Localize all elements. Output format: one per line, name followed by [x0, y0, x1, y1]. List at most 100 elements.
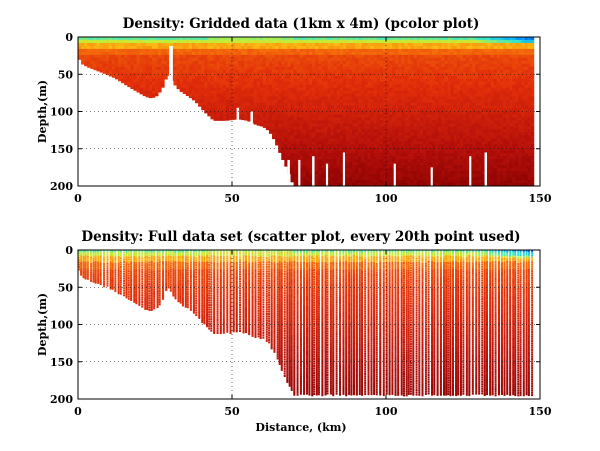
grid-cell	[401, 129, 405, 133]
grid-cell	[111, 39, 116, 44]
grid-cell	[342, 72, 347, 77]
grid-cell	[386, 123, 390, 127]
grid-cell	[284, 165, 288, 167]
grid-cell	[262, 108, 267, 112]
grid-cell	[155, 93, 159, 97]
grid-cell	[404, 177, 408, 181]
grid-cell	[188, 87, 193, 92]
grid-cell	[312, 129, 316, 133]
grid-cell	[422, 165, 427, 169]
grid-cell	[376, 60, 381, 65]
grid-cell	[444, 96, 448, 100]
grid-cell	[188, 78, 193, 83]
grid-cell	[367, 102, 371, 106]
grid-cell	[438, 174, 442, 178]
grid-cell	[404, 99, 408, 103]
grid-cell	[275, 87, 279, 92]
grid-cell	[450, 102, 455, 106]
grid-cell	[438, 90, 442, 95]
grid-cell	[435, 37, 439, 41]
grid-cell	[441, 165, 445, 169]
grid-cell	[275, 45, 279, 50]
grid-cell	[268, 75, 273, 80]
grid-cell	[438, 57, 442, 62]
grid-cell	[367, 120, 371, 124]
grid-cell	[108, 51, 113, 56]
grid-cell	[475, 159, 479, 163]
grid-cell	[386, 162, 390, 166]
grid-cell	[324, 63, 328, 68]
grid-cell	[358, 45, 362, 50]
grid-cell	[358, 162, 362, 166]
grid-cell	[441, 66, 445, 71]
grid-cell	[355, 108, 359, 112]
grid-cell	[496, 177, 501, 181]
grid-cell	[429, 93, 433, 97]
grid-cell	[438, 66, 442, 71]
grid-cell	[321, 144, 325, 148]
grid-cell	[450, 111, 455, 115]
grid-cell	[235, 37, 239, 41]
grid-cell	[429, 114, 433, 118]
grid-cell	[444, 126, 448, 130]
grid-cell	[309, 66, 313, 71]
grid-cell	[185, 72, 190, 77]
grid-cell	[493, 126, 498, 130]
grid-cell	[379, 87, 384, 92]
grid-cell	[422, 54, 427, 59]
grid-cell	[124, 69, 128, 74]
grid-cell	[225, 102, 230, 106]
grid-cell	[401, 156, 405, 160]
grid-cell	[339, 162, 344, 166]
grid-cell	[342, 81, 347, 86]
grid-cell	[450, 60, 455, 65]
grid-cell	[161, 51, 165, 56]
grid-cell	[195, 63, 199, 68]
grid-cell	[472, 168, 476, 172]
grid-cell	[487, 159, 492, 163]
grid-cell	[259, 69, 264, 74]
grid-cell	[456, 57, 461, 62]
grid-cell	[466, 84, 470, 89]
grid-cell	[287, 81, 291, 86]
grid-cell	[272, 81, 276, 86]
grid-cell	[339, 117, 344, 121]
grid-cell	[370, 123, 375, 127]
grid-cell	[478, 78, 482, 83]
grid-cell	[330, 48, 335, 53]
grid-cell	[327, 39, 331, 44]
grid-cell	[478, 147, 482, 151]
grid-cell	[299, 177, 304, 181]
grid-cell	[349, 132, 353, 136]
grid-cell	[463, 99, 467, 103]
grid-cell	[315, 150, 319, 154]
grid-cell	[401, 90, 405, 95]
grid-cell	[247, 63, 251, 68]
grid-cell	[330, 60, 335, 65]
grid-cell	[469, 84, 473, 89]
grid-cell	[367, 87, 371, 92]
grid-cell	[293, 168, 298, 172]
grid-cell	[207, 105, 211, 109]
grid-cell	[490, 99, 495, 103]
grid-cell	[256, 42, 261, 47]
grid-cell	[293, 114, 298, 118]
grid-cell	[370, 84, 375, 89]
grid-cell	[487, 66, 492, 71]
grid-cell	[481, 180, 485, 184]
grid-cell	[490, 66, 495, 71]
grid-cell	[345, 51, 350, 56]
grid-cell	[373, 87, 378, 92]
grid-cell	[281, 102, 285, 106]
grid-cell	[253, 75, 258, 80]
grid-cell	[438, 132, 442, 136]
grid-cell	[407, 84, 412, 89]
grid-cell	[225, 108, 230, 112]
grid-cell	[438, 102, 442, 106]
grid-cell	[247, 48, 251, 53]
grid-cell	[355, 81, 359, 86]
grid-cell	[450, 114, 455, 118]
grid-cell	[450, 120, 455, 124]
grid-cell	[413, 177, 418, 181]
grid-cell	[145, 37, 150, 41]
